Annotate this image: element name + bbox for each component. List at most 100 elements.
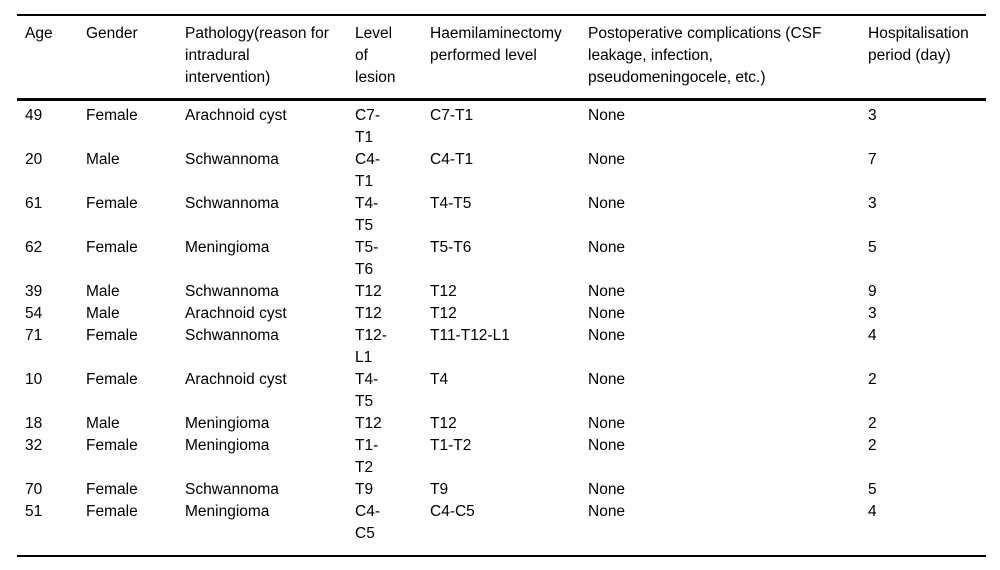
table-row: 61 Female Schwannoma T4- T5 T4-T5 None 3 — [17, 193, 986, 237]
table-cell-level-of-lesion: T12 — [355, 283, 382, 300]
table-cell-hospitalisation-period: 3 — [868, 195, 877, 212]
column-header-gender: Gender — [86, 15, 185, 101]
table-cell-haemilaminectomy-level: T11-T12-L1 — [430, 327, 510, 344]
table-cell-age: 10 — [25, 371, 43, 388]
table-cell-postoperative-complications: None — [588, 437, 626, 454]
table-cell-level-of-lesion: T12 — [355, 305, 382, 322]
table-cell-hospitalisation-period: 5 — [868, 481, 877, 498]
table-cell-age: 70 — [25, 481, 43, 498]
table-cell-postoperative-complications: None — [588, 305, 626, 322]
table-cell-gender: Female — [86, 503, 138, 520]
table-cell-haemilaminectomy-level: C4-C5 — [430, 503, 475, 520]
table-cell-gender: Male — [86, 283, 120, 300]
table-cell-hospitalisation-period: 7 — [868, 151, 877, 168]
table-cell-age: 54 — [25, 305, 43, 322]
table-row: 20 Male Schwannoma C4- T1 C4-T1 None 7 — [17, 149, 986, 193]
table-cell-level-of-lesion: T12- L1 — [355, 327, 387, 366]
table-cell-level-of-lesion: T5- T6 — [355, 239, 379, 278]
table-cell-age: 71 — [25, 327, 43, 344]
table-cell-pathology: Meningioma — [185, 239, 270, 256]
table-cell-haemilaminectomy-level: T12 — [430, 283, 457, 300]
table-cell-postoperative-complications: None — [588, 503, 626, 520]
document-page: Age Gender Pathology(reason for intradural… — [0, 14, 1000, 557]
table-cell-age: 18 — [25, 415, 43, 432]
table-cell-level-of-lesion: C4- T1 — [355, 151, 380, 190]
table-row: 18 Male Meningioma T12 T12 None 2 — [17, 413, 986, 435]
table-cell-postoperative-complications: None — [588, 151, 626, 168]
column-header-pathology: Pathology(reason for intradural interven… — [185, 15, 355, 101]
table-cell-hospitalisation-period: 2 — [868, 415, 877, 432]
table-cell-pathology: Meningioma — [185, 503, 270, 520]
table-cell-hospitalisation-period: 5 — [868, 239, 877, 256]
table-cell-haemilaminectomy-level: C7-T1 — [430, 107, 474, 124]
table-row: 62 Female Meningioma T5- T6 T5-T6 None 5 — [17, 237, 986, 281]
table-cell-pathology: Schwannoma — [185, 195, 279, 212]
table-cell-pathology: Schwannoma — [185, 283, 279, 300]
patient-data-table: Age Gender Pathology(reason for intradural… — [17, 14, 986, 557]
table-cell-hospitalisation-period: 3 — [868, 305, 877, 322]
table-row: 49 Female Arachnoid cyst C7- T1 C7-T1 None 3 — [17, 100, 986, 150]
table-cell-postoperative-complications: None — [588, 327, 626, 344]
table-cell-gender: Male — [86, 305, 120, 322]
table-cell-level-of-lesion: T9 — [355, 481, 374, 498]
table-cell-haemilaminectomy-level: T12 — [430, 305, 457, 322]
table-row: 10 Female Arachnoid cyst T4- T5 T4 None 2 — [17, 369, 986, 413]
table-cell-age: 61 — [25, 195, 43, 212]
table-row: 54 Male Arachnoid cyst T12 T12 None 3 — [17, 303, 986, 325]
table-cell-haemilaminectomy-level: T12 — [430, 415, 457, 432]
table-cell-level-of-lesion: C7- T1 — [355, 107, 380, 146]
table-row: 32 Female Meningioma T1- T2 T1-T2 None 2 — [17, 435, 986, 479]
table-cell-pathology: Meningioma — [185, 437, 270, 454]
table-cell-pathology: Arachnoid cyst — [185, 305, 287, 322]
table-cell-pathology: Arachnoid cyst — [185, 107, 287, 124]
table-header: Age Gender Pathology(reason for intradural… — [17, 15, 986, 101]
column-header-hospitalisation-period: Hospitalisation period (day) — [868, 15, 986, 101]
table-cell-pathology: Schwannoma — [185, 151, 279, 168]
table-cell-haemilaminectomy-level: T5-T6 — [430, 239, 472, 256]
table-row: 71 Female Schwannoma T12- L1 T11-T12-L1 None 4 — [17, 325, 986, 369]
table-cell-gender: Female — [86, 239, 138, 256]
table-cell-age: 20 — [25, 151, 43, 168]
table-cell-haemilaminectomy-level: C4-T1 — [430, 151, 474, 168]
table-cell-level-of-lesion: T12 — [355, 415, 382, 432]
table-row: 51 Female Meningioma C4- C5 C4-C5 None 4 — [17, 501, 986, 556]
column-header-age: Age — [17, 15, 86, 101]
table-cell-level-of-lesion: T4- T5 — [355, 371, 379, 410]
table-cell-haemilaminectomy-level: T9 — [430, 481, 449, 498]
table-cell-hospitalisation-period: 2 — [868, 437, 877, 454]
table-cell-gender: Female — [86, 437, 138, 454]
table-cell-postoperative-complications: None — [588, 283, 626, 300]
table-cell-pathology: Meningioma — [185, 415, 270, 432]
column-header-haemilaminectomy-level: Haemilaminectomy performed level — [430, 15, 588, 101]
table-row: 39 Male Schwannoma T12 T12 None 9 — [17, 281, 986, 303]
table-cell-age: 32 — [25, 437, 43, 454]
table-body: 49 Female Arachnoid cyst C7- T1 C7-T1 None 3 20… — [17, 100, 986, 557]
column-header-level-of-lesion: Level of lesion — [355, 15, 430, 101]
table-cell-postoperative-complications: None — [588, 481, 626, 498]
table-cell-level-of-lesion: T4- T5 — [355, 195, 379, 234]
table-cell-gender: Female — [86, 195, 138, 212]
column-header-postoperative-complications: Postoperative complications (CSF leakage… — [588, 15, 868, 101]
table-cell-hospitalisation-period: 9 — [868, 283, 877, 300]
table-cell-postoperative-complications: None — [588, 107, 626, 124]
header-row: Age Gender Pathology(reason for intradural… — [17, 15, 986, 101]
table-cell-gender: Female — [86, 371, 138, 388]
table-cell-level-of-lesion: C4- C5 — [355, 503, 380, 542]
table-cell-postoperative-complications: None — [588, 371, 626, 388]
table-cell-haemilaminectomy-level: T4-T5 — [430, 195, 472, 212]
table-cell-gender: Female — [86, 327, 138, 344]
table-cell-haemilaminectomy-level: T4 — [430, 371, 449, 388]
table-cell-gender: Male — [86, 415, 120, 432]
table-cell-gender: Female — [86, 481, 138, 498]
table-cell-pathology: Arachnoid cyst — [185, 371, 287, 388]
table-cell-haemilaminectomy-level: T1-T2 — [430, 437, 472, 454]
table-cell-pathology: Schwannoma — [185, 481, 279, 498]
table-cell-postoperative-complications: None — [588, 195, 626, 212]
table-cell-age: 62 — [25, 239, 43, 256]
table-cell-age: 39 — [25, 283, 43, 300]
table-cell-age: 49 — [25, 107, 43, 124]
table-cell-gender: Female — [86, 107, 138, 124]
table-cell-age: 51 — [25, 503, 43, 520]
table-cell-gender: Male — [86, 151, 120, 168]
table-cell-hospitalisation-period: 4 — [868, 503, 877, 520]
